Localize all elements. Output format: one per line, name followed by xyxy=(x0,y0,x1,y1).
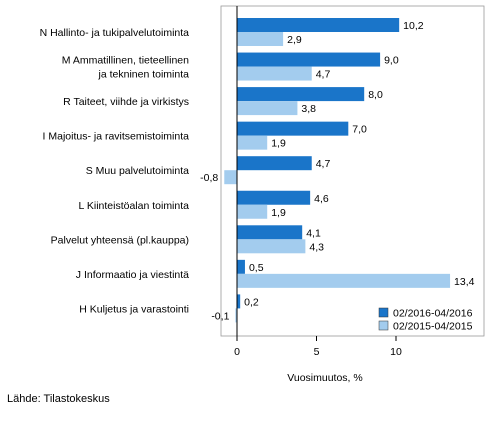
data-label: 2,9 xyxy=(287,34,302,46)
category-label-line: M Ammatillinen, tieteellinen xyxy=(62,55,189,67)
bar-s1 xyxy=(237,190,311,205)
legend-label: 02/2015-04/2015 xyxy=(393,321,473,333)
bar-s2 xyxy=(224,170,237,185)
bar-s2 xyxy=(237,273,451,288)
bar-s1 xyxy=(237,259,245,274)
x-axis-title: Vuosimuutos, % xyxy=(287,372,362,384)
bar-s1 xyxy=(237,294,241,309)
data-label: 8,0 xyxy=(368,89,383,101)
category-label: N Hallinto- ja tukipalvelutoiminta xyxy=(40,27,190,39)
data-label: 4,3 xyxy=(309,241,324,253)
category-label: H Kuljetus ja varastointi xyxy=(79,303,189,315)
data-label: 0,5 xyxy=(249,262,264,274)
data-label: 1,9 xyxy=(271,138,286,150)
bar-s1 xyxy=(237,156,312,171)
bar-s2 xyxy=(237,135,268,150)
category-label: J Informaatio ja viestintä xyxy=(76,269,189,281)
x-tick-label: 5 xyxy=(314,346,320,358)
bar-s2 xyxy=(237,101,298,116)
legend-label: 02/2016-04/2016 xyxy=(393,308,473,320)
data-label: 7,0 xyxy=(352,124,367,136)
x-tick-label: 0 xyxy=(234,346,240,358)
x-tick-label: 10 xyxy=(390,346,402,358)
bar-s2 xyxy=(237,204,268,219)
data-label: 1,9 xyxy=(271,207,286,219)
data-label: 3,8 xyxy=(301,103,316,115)
category-label: R Taiteet, viihde ja virkistys xyxy=(63,96,189,108)
legend-swatch xyxy=(378,320,389,331)
bar-s1 xyxy=(237,225,303,240)
bar-s1 xyxy=(237,52,381,67)
legend-swatch xyxy=(378,307,389,318)
axis-layer: 0 5 10 Vuosimuutos, % xyxy=(234,6,402,384)
data-label: 0,2 xyxy=(244,296,259,308)
data-label: 13,4 xyxy=(454,276,475,288)
data-label: -0,8 xyxy=(200,172,218,184)
bar-s2 xyxy=(237,66,312,81)
bars-layer xyxy=(224,18,451,323)
bar-s1 xyxy=(237,121,349,136)
data-label: -0,1 xyxy=(211,310,229,322)
bar-s1 xyxy=(237,87,365,102)
category-label: S Muu palvelutoiminta xyxy=(86,165,189,177)
category-label: L Kiinteistöalan toiminta xyxy=(78,200,189,212)
data-label: 4,7 xyxy=(316,69,331,81)
data-label: 9,0 xyxy=(384,55,399,67)
bar-s2 xyxy=(235,308,237,323)
category-label: Palvelut yhteensä (pl.kauppa) xyxy=(51,234,189,246)
source-note: Lähde: Tilastokeskus xyxy=(7,393,110,405)
bar-s2 xyxy=(237,239,306,254)
category-label: I Majoitus- ja ravitsemistoiminta xyxy=(43,131,190,143)
plot-frame xyxy=(220,5,485,337)
category-label: M Ammatillinen, tieteellinen ja tekninen … xyxy=(62,55,189,81)
data-label: 4,6 xyxy=(314,193,329,205)
data-label: 10,2 xyxy=(403,20,424,32)
labels-layer: N Hallinto- ja tukipalvelutoiminta 10,2 2,… xyxy=(40,20,475,322)
bar-s1 xyxy=(237,18,400,32)
category-label-line: ja tekninen toiminta xyxy=(98,69,190,81)
data-label: 4,7 xyxy=(316,158,331,170)
data-label: 4,1 xyxy=(306,227,321,239)
bar-s2 xyxy=(237,32,284,46)
